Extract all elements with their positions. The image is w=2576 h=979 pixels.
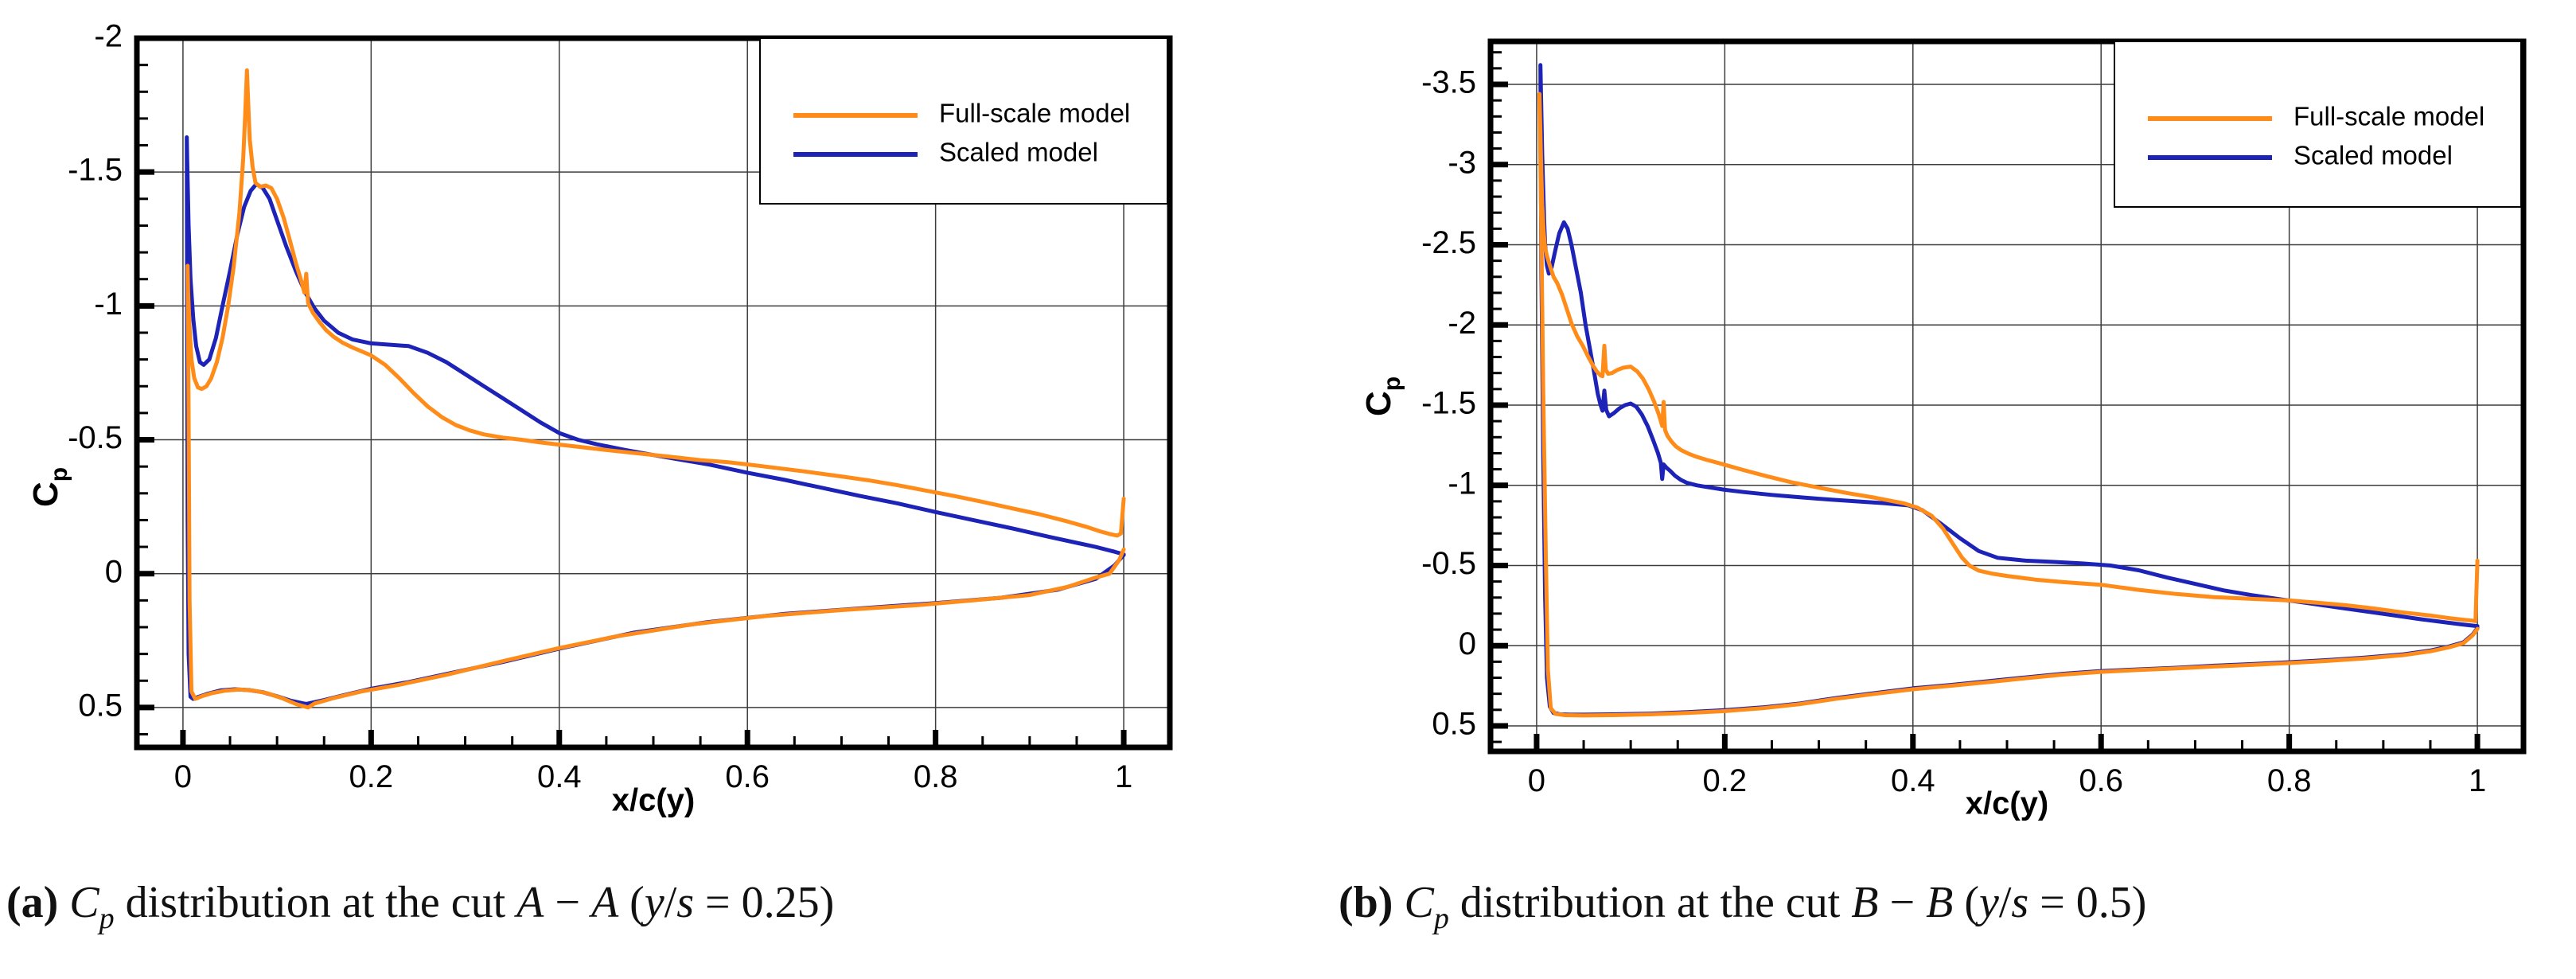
- plot-frame: [134, 35, 1173, 751]
- x-tick-label: 0.6: [2079, 763, 2123, 798]
- caption-segment: p: [1433, 902, 1449, 935]
- caption-segment: [58, 878, 69, 927]
- y-axis-title: Cp: [26, 467, 72, 507]
- cp-plot-a: 0 0.2 0.4 0.6 0.8 1 -2 -1.5 -1 -0.5 0 0.5 x/c(y) Cp Fu…: [26, 19, 1173, 818]
- x-tick-label: 0: [174, 759, 192, 794]
- y-axis-title: Cp: [1359, 376, 1405, 416]
- legend: Full-scale model Scaled model: [2114, 41, 2522, 208]
- caption-segment: = 0.5): [2028, 878, 2147, 927]
- y-tick-label: 0.5: [1432, 707, 1476, 742]
- y-tick-label: 0: [105, 554, 123, 589]
- x-tick-label: 0.2: [1703, 763, 1748, 798]
- legend-label: Full-scale model: [939, 99, 1130, 128]
- caption-segment: [1393, 878, 1404, 927]
- legend: Full-scale model Scaled model: [759, 37, 1168, 205]
- x-tick-label: 1: [2469, 763, 2486, 798]
- cp-plot-b: 0 0.2 0.4 0.6 0.8 1 -3.5 -3 -2.5 -2 -1.5 -1 -0.5 0 0.5…: [1359, 38, 2527, 821]
- x-axis-title: x/c(y): [1966, 786, 2049, 821]
- caption-segment: A: [516, 878, 544, 927]
- caption-segment: C: [1404, 878, 1434, 927]
- caption-b: (b) Cp distribution at the cut B − B (y/…: [1339, 877, 2146, 936]
- caption-segment: distribution at the cut: [1448, 878, 1852, 927]
- caption-segment: (: [618, 878, 645, 927]
- y-tick-label: -0.5: [1421, 546, 1476, 581]
- y-tick-label: -1: [94, 287, 123, 322]
- x-tick-label: 0.8: [2267, 763, 2312, 798]
- caption-segment: A: [590, 878, 619, 927]
- caption-segment: /: [664, 878, 677, 927]
- caption-segment: /: [1998, 878, 2012, 927]
- caption-segment: −: [544, 878, 591, 927]
- y-tick-label: 0: [1459, 626, 1476, 661]
- x-tick-label: 1: [1115, 759, 1132, 794]
- legend-box: [2114, 41, 2522, 208]
- caption-segment: −: [1878, 878, 1927, 927]
- caption-segment: s: [2011, 878, 2029, 927]
- series-full-scale-model: [185, 68, 1126, 710]
- x-axis-title: x/c(y): [612, 783, 696, 818]
- x-tick-label: 0.6: [725, 759, 770, 794]
- caption-segment: (: [1953, 878, 1979, 927]
- caption-segment: (b): [1339, 878, 1393, 927]
- x-tick-label: 0.4: [1891, 763, 1935, 798]
- y-tick-label: -2: [1448, 306, 1476, 341]
- caption-segment: p: [99, 902, 115, 935]
- x-tick-label: 0.2: [349, 759, 394, 794]
- caption-segment: y: [1978, 878, 1999, 927]
- x-tick-label: 0: [1528, 763, 1545, 798]
- caption-segment: = 0.25): [694, 878, 835, 927]
- y-tick-label: -3.5: [1421, 65, 1476, 100]
- x-tick-label: 0.8: [914, 759, 958, 794]
- y-tick-label: -0.5: [68, 420, 123, 455]
- y-tick-label: -1.5: [1421, 386, 1476, 421]
- series-scaled-model: [185, 135, 1126, 706]
- y-tick-label: -1.5: [68, 153, 123, 188]
- series-full-scale-model: [1537, 92, 2480, 718]
- x-tick-label: 0.4: [537, 759, 582, 794]
- legend-box: [759, 37, 1168, 205]
- y-tick-label: -1: [1448, 466, 1476, 501]
- caption-segment: C: [69, 878, 99, 927]
- legend-label: Full-scale model: [2293, 102, 2484, 131]
- caption-segment: B: [1926, 878, 1954, 927]
- caption-a: (a) Cp distribution at the cut A − A (y/…: [6, 877, 834, 936]
- y-tick-label: 0.5: [78, 688, 123, 723]
- caption-segment: B: [1851, 878, 1879, 927]
- y-tick-label: -3: [1448, 145, 1476, 180]
- caption-segment: distribution at the cut: [114, 878, 517, 927]
- caption-segment: y: [644, 878, 664, 927]
- y-tick-label: -2.5: [1421, 225, 1476, 260]
- cp-plots-svg: 0 0.2 0.4 0.6 0.8 1 -2 -1.5 -1 -0.5 0 0.5 x/c(y) Cp Fu…: [26, 19, 2527, 821]
- caption-segment: s: [676, 878, 695, 927]
- y-tick-label: -2: [94, 19, 123, 54]
- legend-label: Scaled model: [939, 138, 1098, 167]
- plot-frame: [1487, 38, 2527, 755]
- caption-segment: (a): [6, 878, 59, 927]
- legend-label: Scaled model: [2293, 141, 2453, 170]
